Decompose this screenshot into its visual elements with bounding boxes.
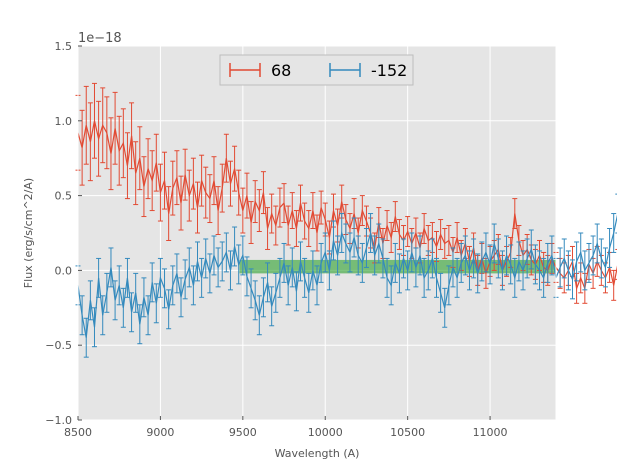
x-tick-label: 11000 — [473, 426, 508, 439]
x-tick-label: 10000 — [308, 426, 343, 439]
y-tick-label: −0.5 — [45, 339, 72, 352]
legend-label-m152: -152 — [371, 61, 407, 80]
highlight-band — [239, 259, 556, 274]
y-tick-label: −1.0 — [45, 414, 72, 427]
series-line — [77, 214, 617, 338]
series-layer — [75, 45, 617, 421]
x-tick-label: 10500 — [390, 426, 425, 439]
x-axis-ticks: 8500 9000 9500 10000 10500 11000 — [64, 416, 508, 439]
y-tick-label: 1.5 — [55, 40, 73, 53]
x-tick-label: 9000 — [146, 426, 174, 439]
y-axis-label: Flux (erg/s/cm^2/A) — [22, 178, 35, 288]
y-tick-label: 0.0 — [55, 264, 73, 277]
y-axis-ticks: −1.0 −0.5 0.0 0.5 1.0 1.5 — [45, 40, 82, 427]
legend-label-68: 68 — [271, 61, 291, 80]
legend-swatch-68 — [229, 63, 261, 77]
legend: 68 -152 — [219, 54, 414, 86]
plot-border — [77, 45, 557, 421]
green-band — [239, 259, 556, 274]
legend-swatch-m152 — [329, 63, 361, 77]
y-scale-offset: 1e−18 — [78, 31, 122, 46]
series-68 — [75, 82, 617, 304]
y-tick-label: 1.0 — [55, 115, 73, 128]
x-axis-label: Wavelength (A) — [275, 447, 360, 460]
series-line — [77, 120, 617, 291]
series-m152 — [75, 193, 617, 358]
x-tick-label: 9500 — [229, 426, 257, 439]
y-tick-label: 0.5 — [55, 190, 73, 203]
x-tick-label: 8500 — [64, 426, 92, 439]
